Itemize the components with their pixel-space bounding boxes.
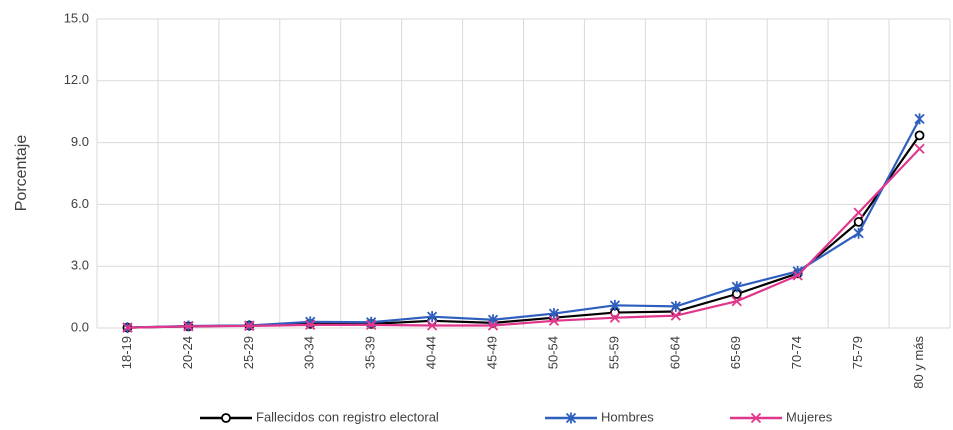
marker: [670, 310, 681, 321]
marker-path: [731, 281, 742, 293]
x-tick-label: 60-64: [667, 336, 682, 369]
marker-path: [609, 312, 621, 323]
marker-path: [426, 320, 438, 331]
marker: [609, 299, 621, 311]
marker-path: [565, 412, 577, 424]
marker: [221, 413, 231, 423]
y-tick-label: 15.0: [64, 10, 89, 25]
marker-path: [750, 412, 762, 424]
marker: [853, 207, 864, 218]
y-tick-label: 9.0: [71, 134, 89, 149]
y-tick-label: 12.0: [64, 72, 89, 87]
x-tick-label: 50-54: [545, 336, 560, 369]
marker-path: [609, 299, 621, 311]
marker-circle: [914, 130, 925, 141]
marker: [914, 113, 925, 125]
x-tick-label: 20-24: [180, 336, 195, 369]
x-tick-label: 40-44: [424, 336, 439, 369]
legend-label: Hombres: [601, 409, 654, 424]
marker-path: [670, 310, 681, 321]
marker: [914, 130, 925, 141]
x-tick-label: 75-79: [850, 336, 865, 369]
marker-path: [244, 320, 255, 332]
marker-path: [792, 270, 803, 281]
x-tick-label: 30-34: [302, 336, 317, 369]
marker: [853, 227, 864, 239]
marker: [565, 412, 577, 424]
marker: [670, 300, 681, 312]
marker-path: [305, 319, 316, 331]
y-tick-label: 6.0: [71, 196, 89, 211]
marker-path: [853, 227, 864, 239]
marker-path: [366, 319, 377, 331]
x-tick-label: 65-69: [728, 336, 743, 369]
marker: [792, 270, 803, 281]
x-tick-label: 18-19: [119, 336, 134, 369]
marker-path: [731, 296, 742, 307]
marker: [609, 312, 621, 323]
marker: [731, 296, 742, 307]
marker-path: [122, 322, 133, 333]
x-tick-label: 45-49: [484, 336, 499, 369]
x-tick-label: 35-39: [363, 336, 378, 369]
marker-circle: [853, 217, 864, 227]
marker: [750, 412, 762, 424]
x-tick-label: 80 y más: [911, 336, 926, 389]
marker: [305, 319, 316, 331]
marker-path: [914, 113, 925, 125]
marker: [244, 320, 255, 332]
marker-path: [426, 311, 438, 323]
marker: [426, 311, 438, 323]
legend-label: Fallecidos con registro electoral: [256, 409, 439, 424]
x-tick-label: 55-59: [606, 336, 621, 369]
marker: [731, 281, 742, 293]
marker-path: [670, 300, 681, 312]
marker: [548, 315, 560, 326]
series-line: [127, 148, 921, 329]
marker-path: [487, 320, 499, 331]
marker: [426, 320, 438, 331]
marker-circle: [221, 413, 231, 423]
marker-path: [853, 207, 864, 218]
y-tick-label: 0.0: [71, 319, 89, 334]
marker: [122, 322, 133, 333]
marker-path: [183, 321, 194, 332]
marker: [183, 321, 194, 332]
x-tick-label: 25-29: [241, 336, 256, 369]
marker-path: [548, 315, 560, 326]
y-axis-label: Porcentaje: [13, 135, 30, 212]
x-tick-label: 70-74: [789, 336, 804, 369]
marker: [914, 143, 925, 154]
marker: [366, 319, 377, 331]
marker-path: [914, 143, 925, 154]
marker: [487, 320, 499, 331]
legend-label: Mujeres: [786, 409, 833, 424]
y-tick-label: 3.0: [71, 258, 89, 273]
marker: [853, 217, 864, 227]
